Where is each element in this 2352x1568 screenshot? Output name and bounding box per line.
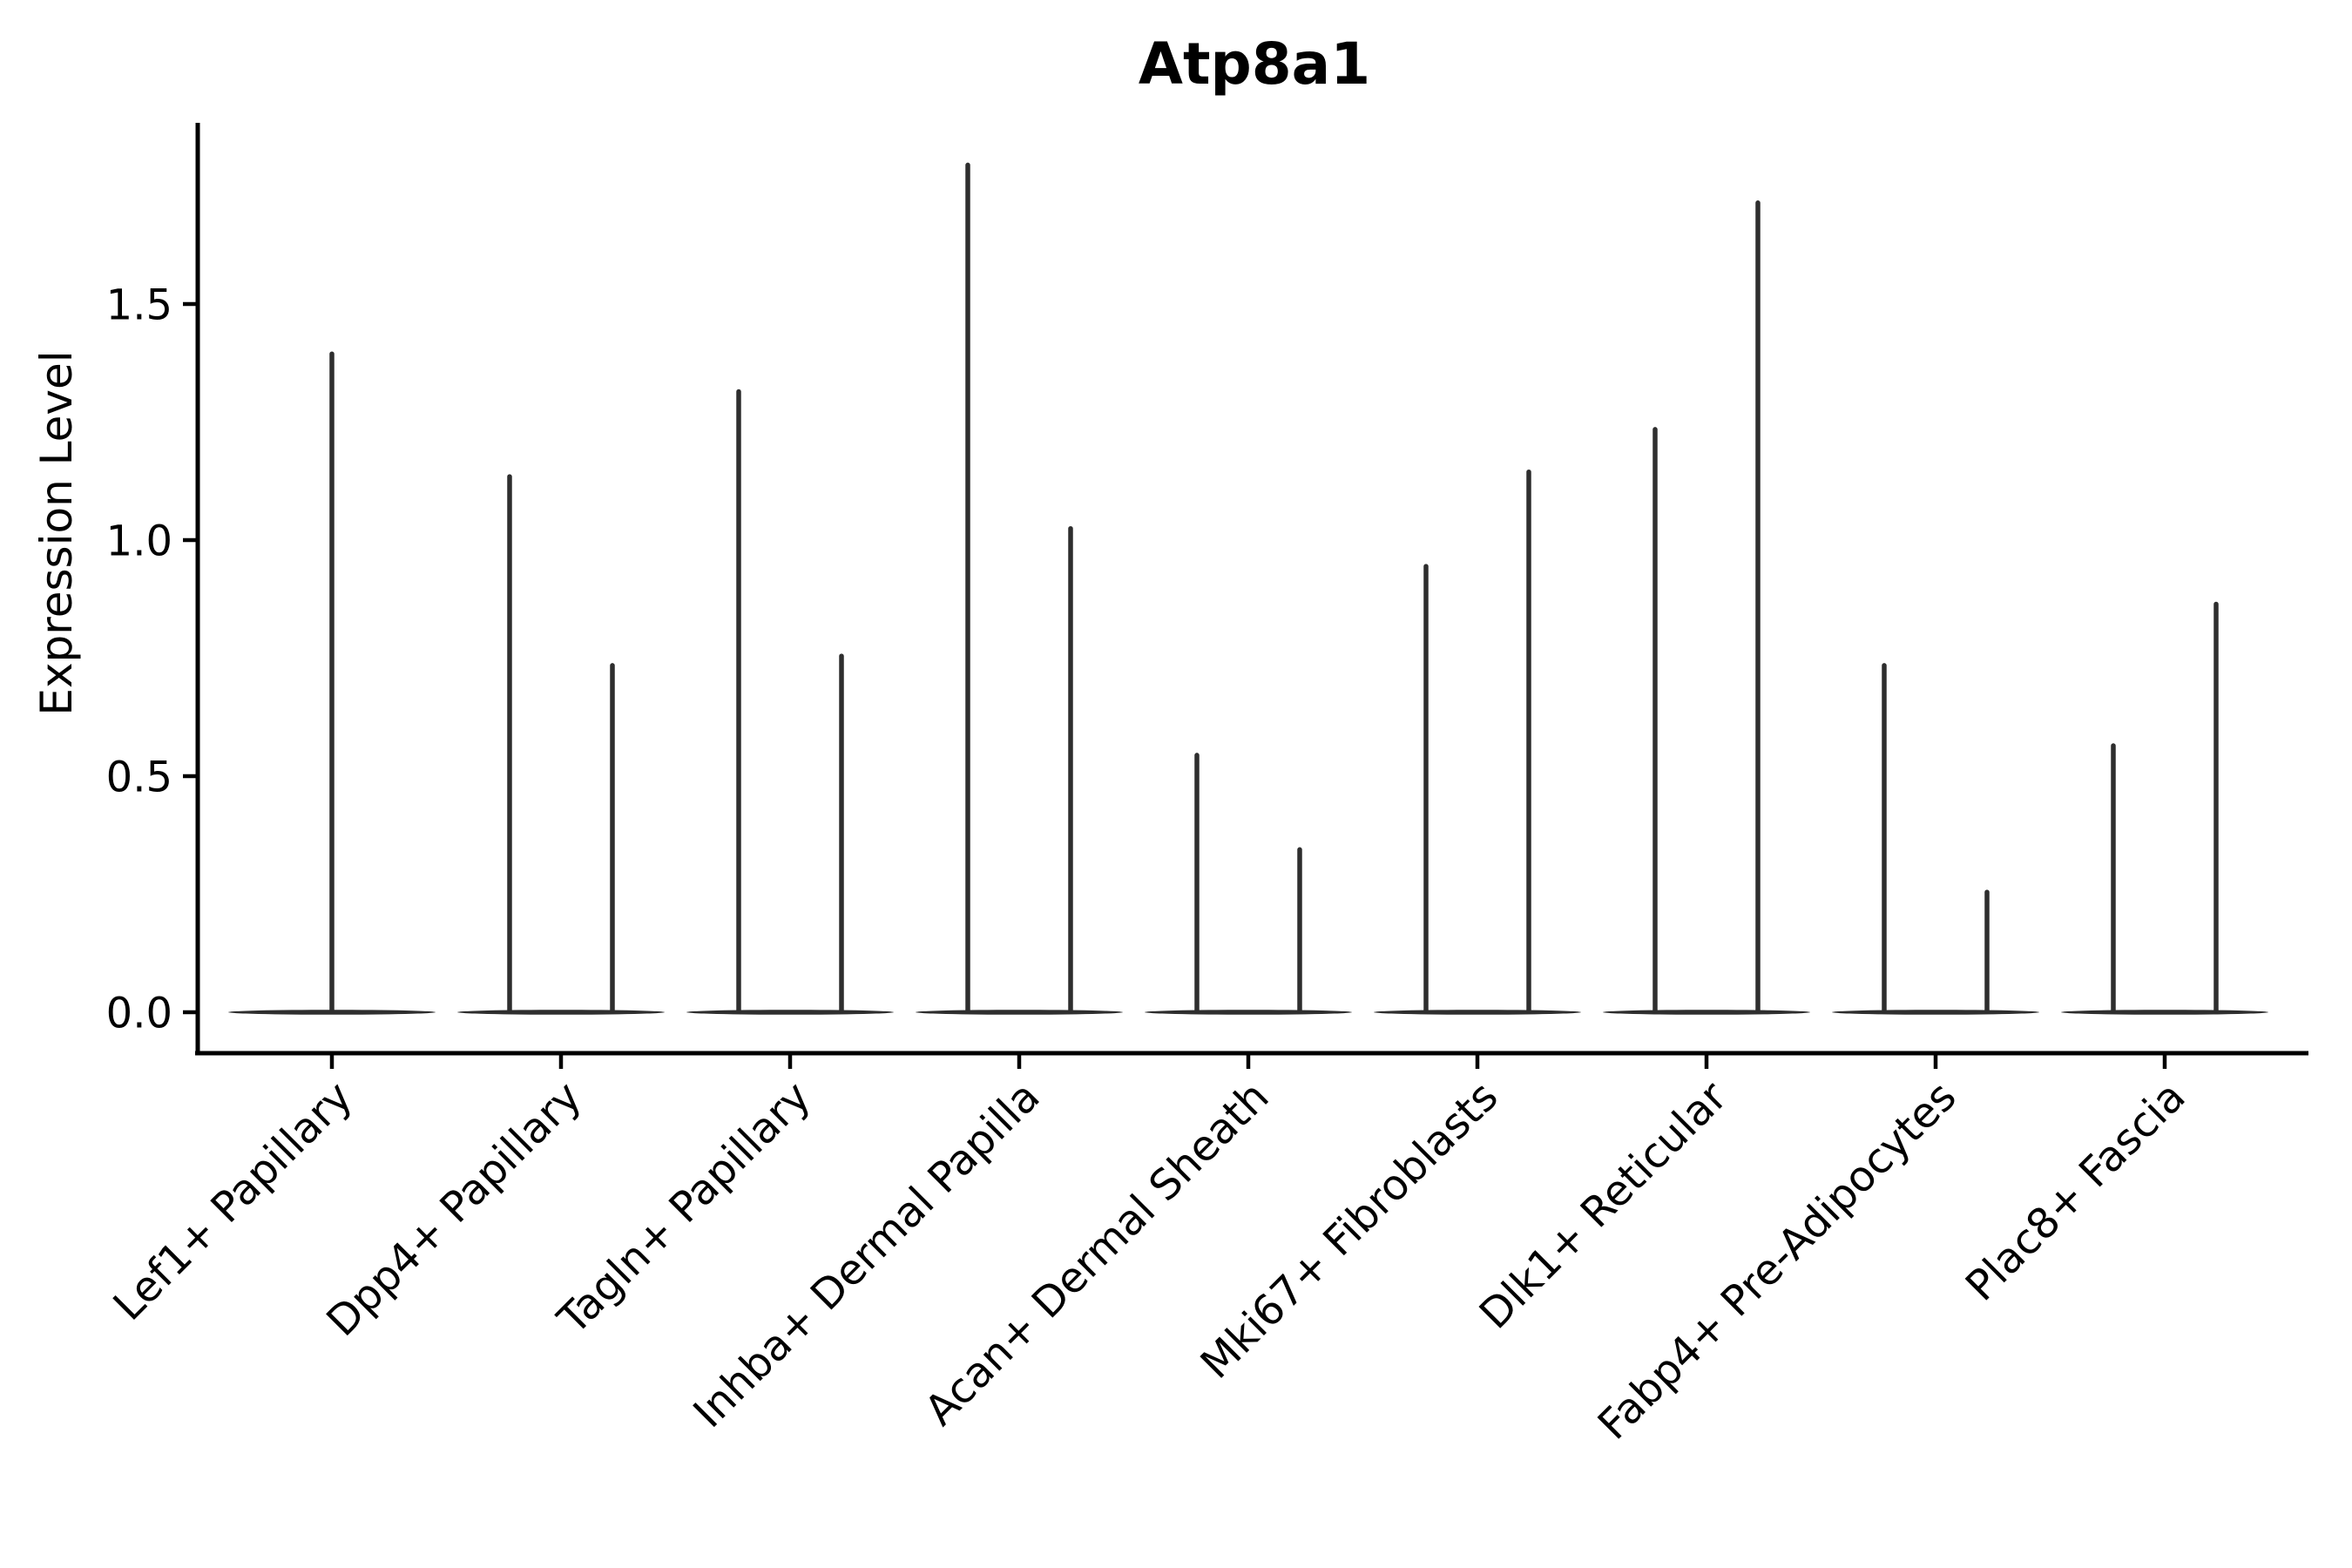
violin-category-group [1374,469,1581,1015]
chart-title: Atp8a1 [1139,30,1370,98]
violin-category-group [1603,200,1810,1015]
y-tick-label: 1.5 [106,280,172,329]
violin-base [1832,1010,2039,1015]
violin-category-group [457,474,665,1015]
y-axis-label: Expression Level [31,350,82,715]
violin-category-group [686,389,894,1015]
violin-category-group [2061,601,2268,1015]
violin-category-group [1832,663,2039,1015]
y-axis-ticks: 0.0 0.5 1.0 1.5 [106,280,198,1037]
violin-category-group [1145,753,1352,1015]
violin-base [1374,1010,1581,1015]
x-category-label: Plac8+ Fascia [1957,1072,2195,1311]
violin-category-group [916,162,1123,1015]
x-category-label: Tagln+ Papillary [548,1072,820,1344]
y-tick-label: 0.0 [106,989,172,1037]
x-category-label: Dpp4+ Papillary [317,1072,591,1346]
y-tick-label: 0.5 [106,753,172,801]
violin-base [457,1010,665,1015]
violin-base [916,1010,1123,1015]
x-category-label: Dlk1+ Reticular [1470,1072,1737,1339]
violin-base [1603,1010,1810,1015]
violins-group [228,162,2268,1015]
violin-base [1145,1010,1352,1015]
violin-base [2061,1010,2268,1015]
x-category-label: Lef1+ Papillary [105,1072,362,1330]
violin-category-group [228,351,436,1015]
violin-base [686,1010,894,1015]
y-tick-label: 1.0 [106,517,172,565]
